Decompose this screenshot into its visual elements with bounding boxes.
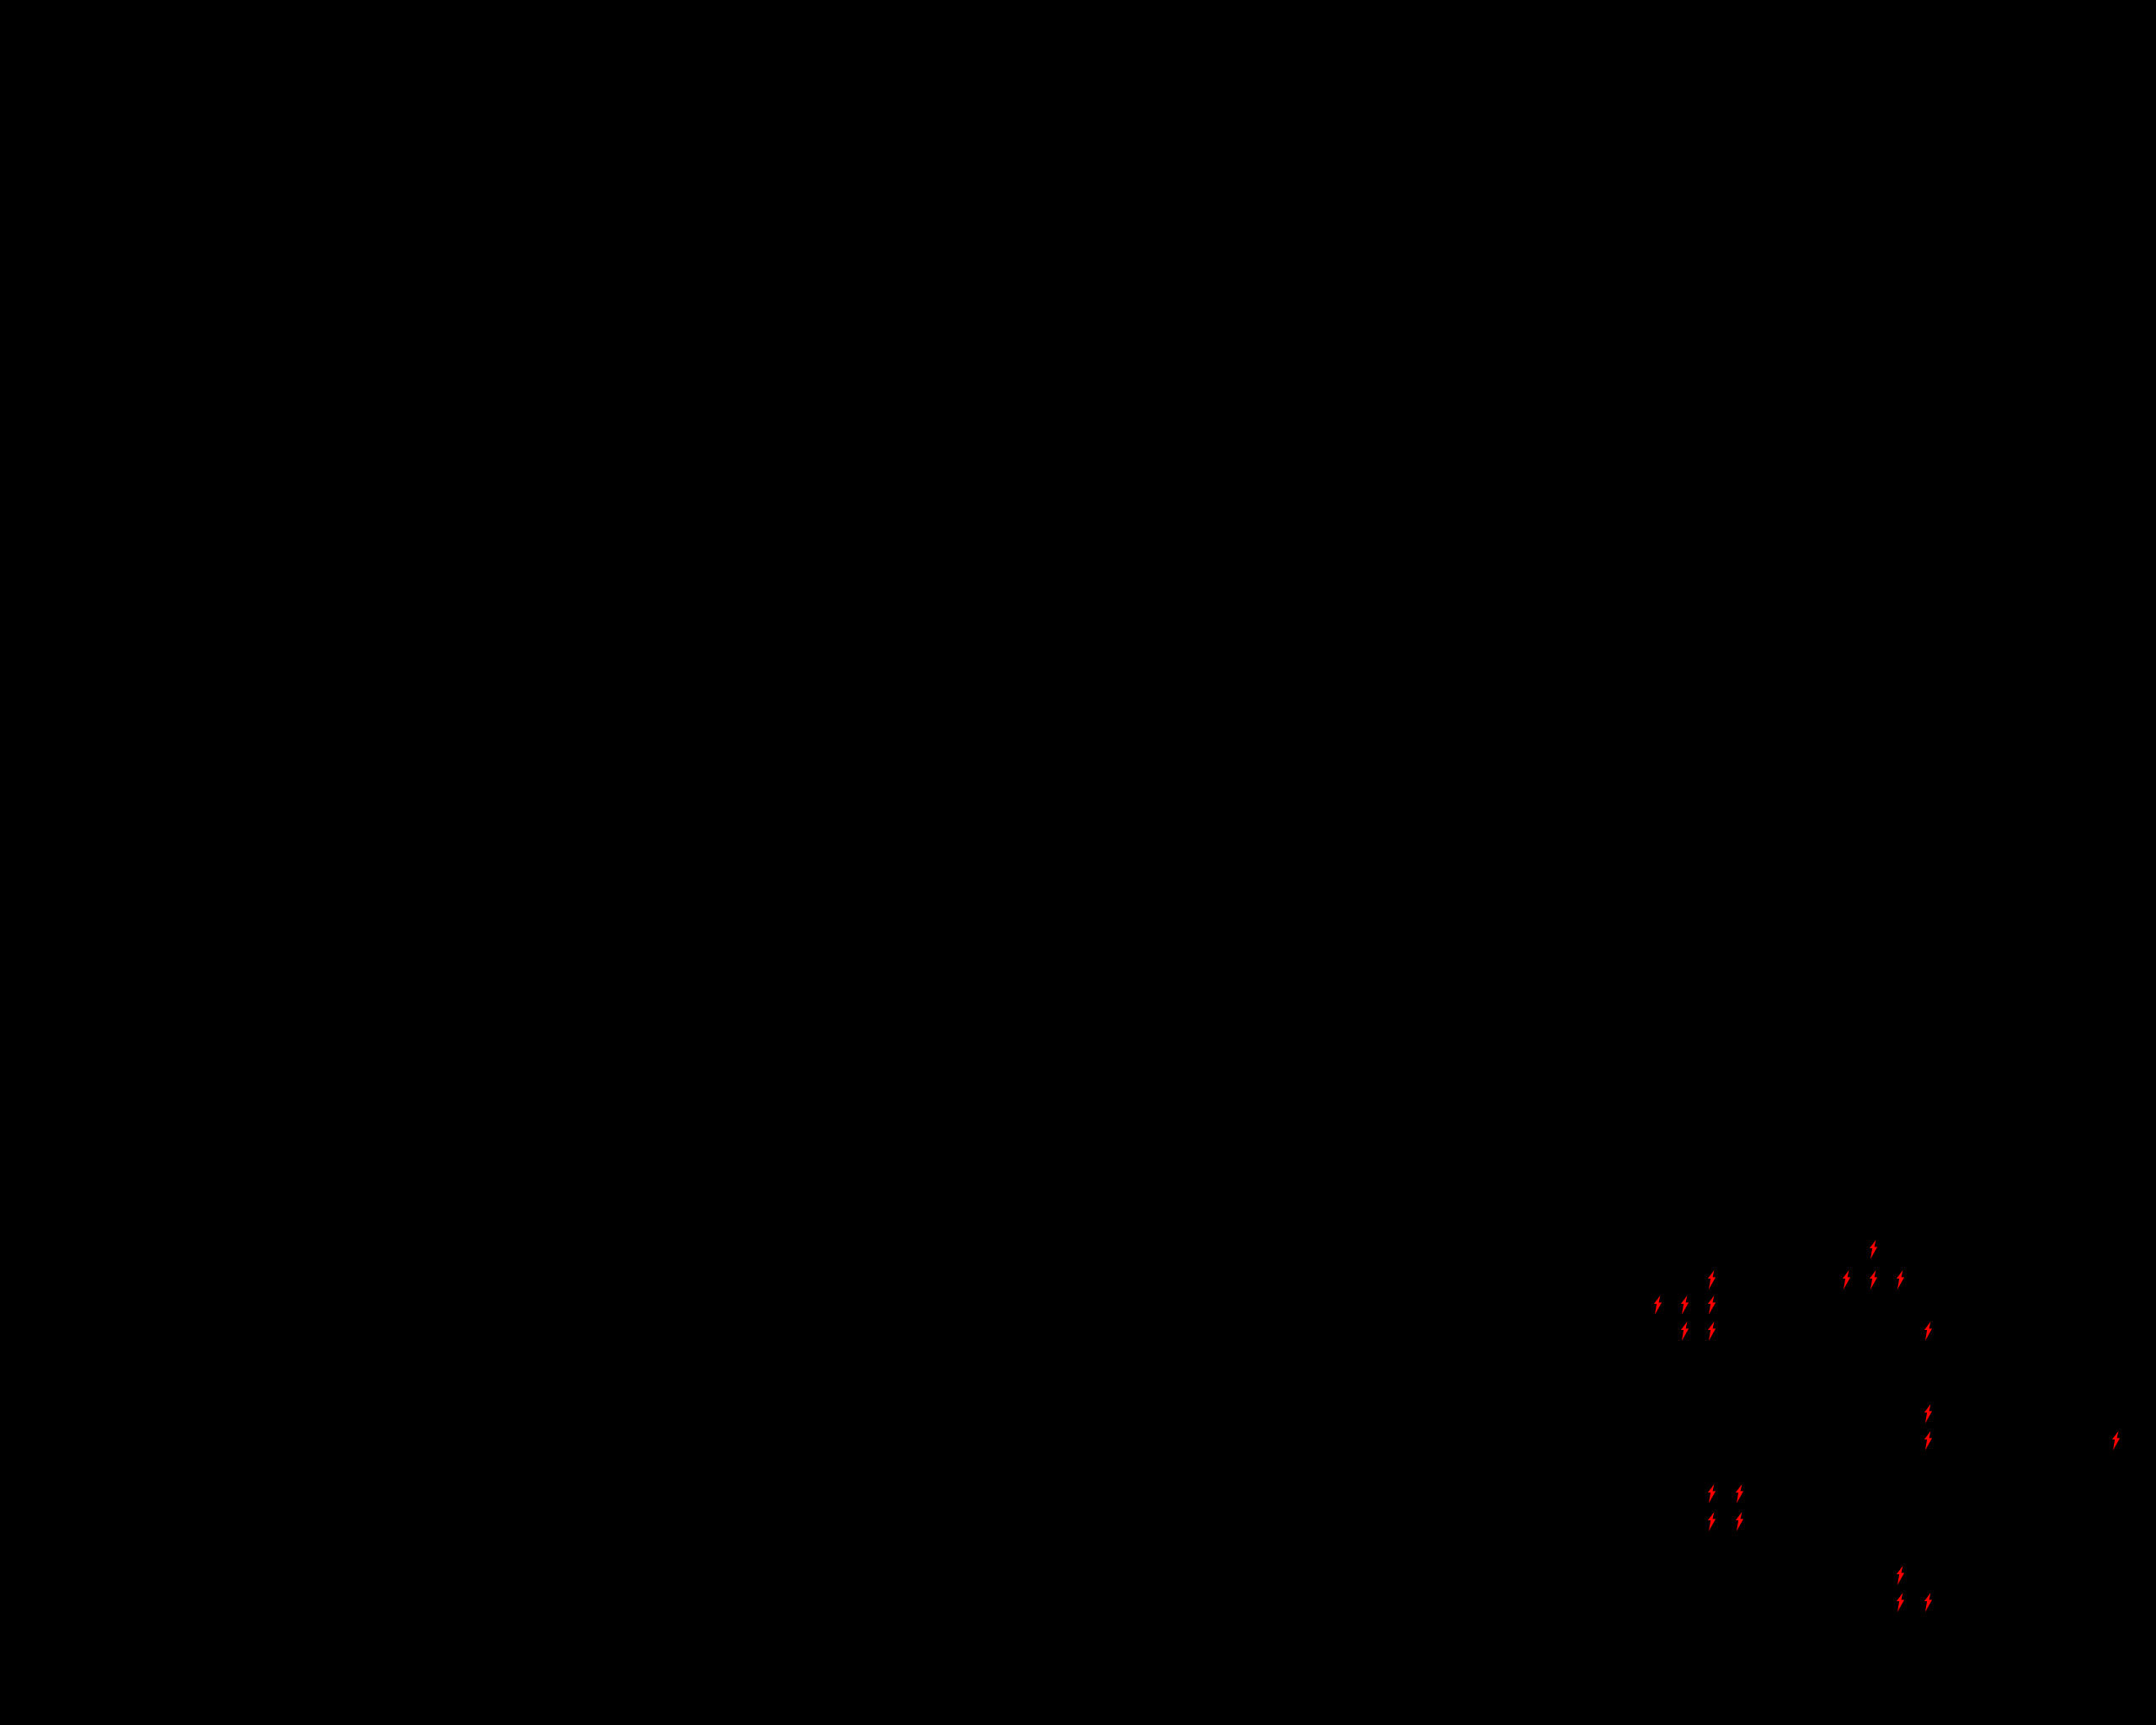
lightning-bolt-icon [1869,1269,1877,1290]
lightning-bolt-icon [1707,1269,1716,1290]
lightning-bolt-icon [1924,1321,1932,1341]
lightning-bolt-icon [1680,1321,1689,1341]
lightning-bolt-icon [1896,1269,1904,1290]
lightning-bolt-icon [1924,1403,1932,1423]
lightning-bolt-icon [1869,1239,1877,1259]
lightning-bolt-icon [1735,1511,1743,1531]
lightning-bolt-icon [1924,1592,1932,1612]
lightning-bolt-icon [1680,1295,1689,1315]
lightning-bolt-icon [1842,1269,1850,1290]
lightning-bolt-icon [2111,1430,2120,1450]
lightning-bolt-icon [1707,1511,1716,1531]
lightning-bolt-icon [1896,1565,1904,1585]
lightning-bolt-icon [1924,1430,1932,1450]
lightning-bolt-icon [1735,1483,1743,1503]
lightning-bolt-icon [1653,1295,1662,1315]
lightning-bolt-icon [1707,1483,1716,1503]
lightning-bolt-icon [1707,1295,1716,1315]
lightning-bolt-icon [1707,1321,1716,1341]
lightning-bolt-icon [1896,1592,1904,1612]
